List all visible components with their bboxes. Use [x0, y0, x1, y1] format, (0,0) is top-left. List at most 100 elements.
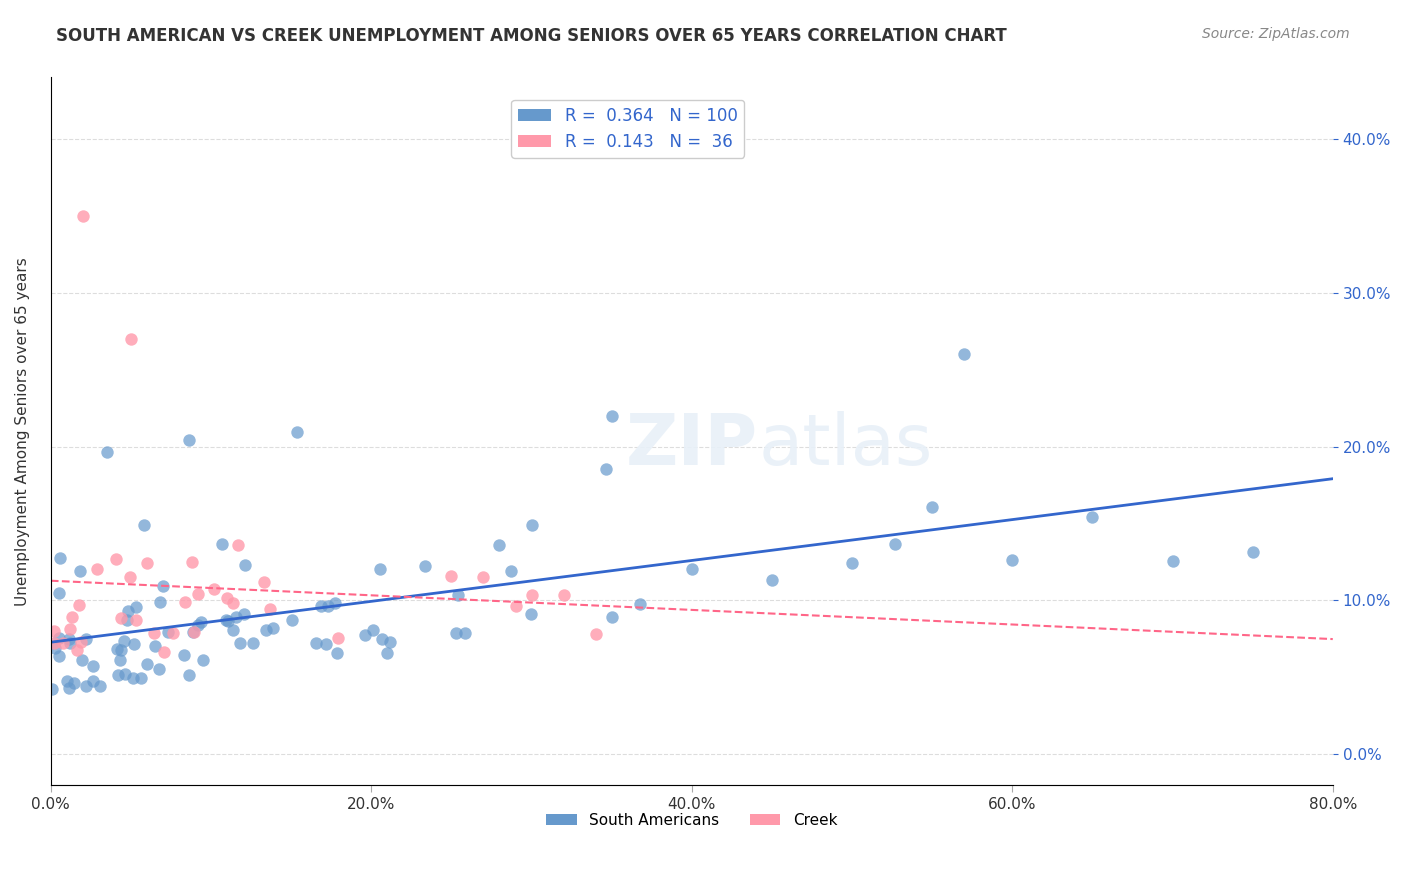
- Point: [44, 635, 66, 649]
- Point: [285, 425, 308, 439]
- Point: [681, 562, 703, 576]
- Point: [262, 620, 284, 634]
- Point: [96, 444, 118, 458]
- Point: [143, 639, 166, 653]
- Point: [120, 569, 142, 583]
- Point: [315, 637, 337, 651]
- Point: [454, 625, 477, 640]
- Point: [309, 599, 332, 613]
- Point: [153, 645, 176, 659]
- Point: [1161, 554, 1184, 568]
- Point: [444, 625, 467, 640]
- Point: [222, 623, 245, 637]
- Point: [232, 607, 254, 622]
- Point: [48, 586, 70, 600]
- Legend: South Americans, Creek: South Americans, Creek: [540, 807, 844, 834]
- Point: [44, 624, 66, 638]
- Point: [841, 557, 863, 571]
- Point: [553, 588, 575, 602]
- Point: [440, 568, 463, 582]
- Point: [472, 570, 495, 584]
- Point: [447, 588, 470, 602]
- Point: [371, 632, 394, 646]
- Point: [162, 626, 184, 640]
- Point: [82, 673, 104, 688]
- Point: [41, 681, 63, 696]
- Point: [173, 595, 195, 609]
- Point: [72, 209, 94, 223]
- Point: [156, 625, 179, 640]
- Point: [152, 579, 174, 593]
- Point: [66, 643, 89, 657]
- Point: [67, 598, 90, 612]
- Point: [328, 631, 350, 645]
- Text: SOUTH AMERICAN VS CREEK UNEMPLOYMENT AMONG SENIORS OVER 65 YEARS CORRELATION CHA: SOUTH AMERICAN VS CREEK UNEMPLOYMENT AMO…: [56, 27, 1007, 45]
- Point: [368, 562, 391, 576]
- Point: [122, 637, 145, 651]
- Point: [375, 646, 398, 660]
- Point: [202, 582, 225, 597]
- Point: [953, 347, 976, 361]
- Point: [149, 595, 172, 609]
- Point: [884, 537, 907, 551]
- Point: [86, 562, 108, 576]
- Point: [413, 558, 436, 573]
- Point: [58, 681, 80, 695]
- Point: [110, 611, 132, 625]
- Point: [1241, 545, 1264, 559]
- Point: [222, 596, 245, 610]
- Point: [69, 564, 91, 578]
- Point: [253, 574, 276, 589]
- Point: [107, 668, 129, 682]
- Point: [179, 667, 201, 681]
- Point: [110, 643, 132, 657]
- Point: [354, 627, 377, 641]
- Point: [52, 636, 75, 650]
- Point: [75, 632, 97, 646]
- Point: [187, 587, 209, 601]
- Point: [115, 613, 138, 627]
- Point: [229, 636, 252, 650]
- Point: [520, 588, 543, 602]
- Point: [235, 558, 257, 573]
- Point: [505, 599, 527, 613]
- Point: [628, 597, 651, 611]
- Point: [89, 679, 111, 693]
- Point: [499, 564, 522, 578]
- Point: [117, 604, 139, 618]
- Point: [378, 634, 401, 648]
- Point: [44, 640, 66, 655]
- Point: [193, 653, 215, 667]
- Point: [256, 623, 278, 637]
- Point: [135, 556, 157, 570]
- Point: [59, 635, 82, 649]
- Point: [105, 551, 128, 566]
- Point: [60, 610, 83, 624]
- Point: [58, 632, 80, 647]
- Point: [600, 610, 623, 624]
- Point: [48, 631, 70, 645]
- Point: [173, 648, 195, 663]
- Point: [921, 500, 943, 515]
- Point: [148, 662, 170, 676]
- Point: [600, 409, 623, 423]
- Point: [120, 332, 142, 346]
- Point: [135, 657, 157, 672]
- Point: [49, 551, 72, 566]
- Point: [108, 652, 131, 666]
- Point: [183, 624, 205, 639]
- Point: [215, 591, 238, 606]
- Point: [112, 633, 135, 648]
- Point: [242, 636, 264, 650]
- Point: [72, 652, 94, 666]
- Point: [190, 615, 212, 630]
- Point: [211, 537, 233, 551]
- Point: [181, 556, 204, 570]
- Point: [325, 646, 347, 660]
- Point: [177, 433, 200, 447]
- Point: [56, 674, 79, 689]
- Text: Source: ZipAtlas.com: Source: ZipAtlas.com: [1202, 27, 1350, 41]
- Point: [48, 649, 70, 664]
- Point: [259, 602, 281, 616]
- Point: [595, 462, 617, 476]
